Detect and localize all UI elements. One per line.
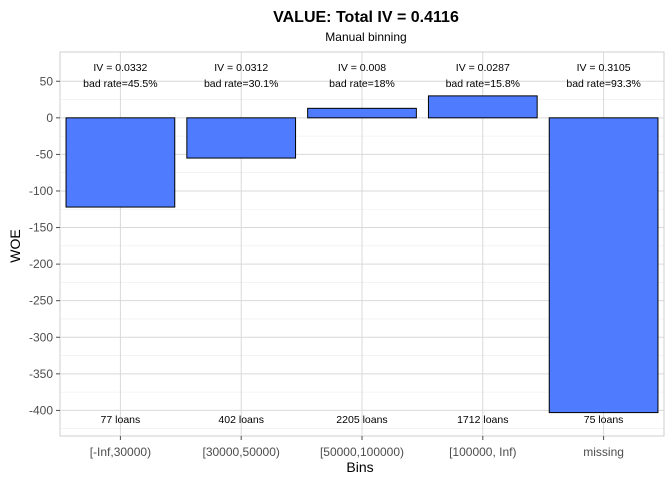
y-tick-label: 0 (46, 111, 53, 125)
y-tick-label: -200 (29, 257, 53, 271)
iv-label: IV = 0.0312 (214, 62, 268, 74)
bar-annotations: IV = 0.0332 bad rate=45.5% 77 loans IV = 0.… (83, 62, 641, 426)
loan-count-label: 402 loans (218, 414, 264, 426)
bad-rate-label: bad rate=15.8% (446, 78, 520, 90)
x-tick-label: [-Inf,30000) (90, 445, 151, 459)
bad-rate-label: bad rate=93.3% (566, 78, 640, 90)
bars (65, 95, 659, 414)
y-tick-label: -350 (29, 367, 53, 381)
chart-title: VALUE: Total IV = 0.4116 (273, 9, 459, 26)
bad-rate-label: bad rate=45.5% (83, 78, 157, 90)
iv-label: IV = 0.0287 (456, 62, 510, 74)
x-tick-label: [100000, Inf) (449, 445, 516, 459)
y-axis: 50 0 -50 -100 -150 -200 -250 -300 -350 -400 (29, 74, 60, 417)
iv-label: IV = 0.3105 (577, 62, 631, 74)
x-tick-label: [30000,50000) (202, 445, 279, 459)
x-tick-label: [50000,100000) (320, 445, 404, 459)
bar-1 (186, 117, 297, 159)
bar-4 (548, 117, 659, 414)
iv-label: IV = 0.008 (338, 62, 386, 74)
chart-subtitle: Manual binning (325, 30, 406, 44)
y-tick-label: -400 (29, 403, 53, 417)
y-tick-label: -50 (36, 147, 54, 161)
bad-rate-label: bad rate=18% (329, 78, 395, 90)
loan-count-label: 77 loans (101, 414, 141, 426)
loan-count-label: 1712 loans (457, 414, 508, 426)
y-tick-label: -150 (29, 221, 53, 235)
y-axis-title: WOE (7, 229, 23, 262)
loan-count-label: 2205 loans (336, 414, 387, 426)
bar-0 (65, 117, 176, 208)
bad-rate-label: bad rate=30.1% (204, 78, 278, 90)
x-axis-title: Bins (346, 459, 373, 475)
bar-3 (427, 95, 538, 119)
x-axis: [-Inf,30000) [30000,50000) [50000,100000) [… (90, 436, 624, 459)
bar-2 (307, 107, 417, 119)
loan-count-label: 75 loans (584, 414, 624, 426)
y-tick-label: -300 (29, 330, 53, 344)
y-tick-label: -250 (29, 294, 53, 308)
y-tick-label: 50 (40, 74, 54, 88)
x-tick-label: missing (583, 445, 624, 459)
iv-label: IV = 0.0332 (93, 62, 147, 74)
y-tick-label: -100 (29, 184, 53, 198)
